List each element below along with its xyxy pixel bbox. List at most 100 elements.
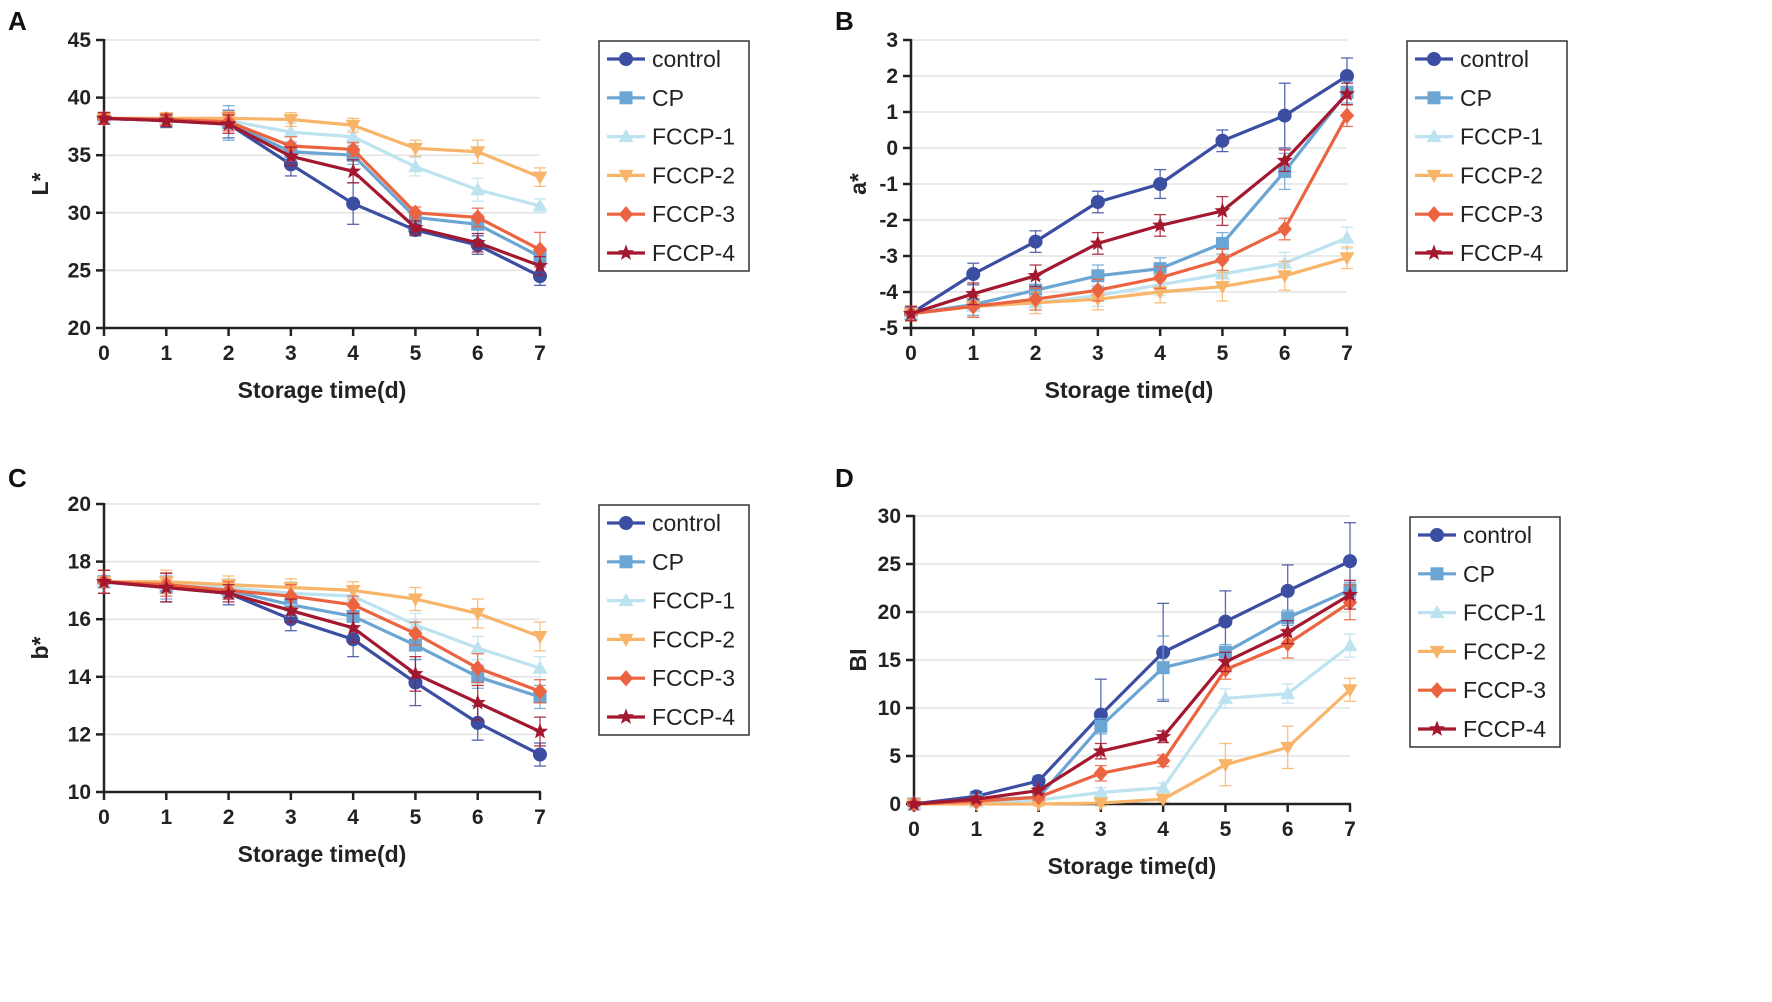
data-point <box>1152 286 1168 300</box>
legend-marker <box>619 91 633 105</box>
x-tick-label: 5 <box>1220 818 1232 841</box>
data-point <box>345 141 361 158</box>
x-tick-label: 7 <box>1341 342 1353 365</box>
legend-item-cp: CP <box>1418 561 1495 587</box>
data-point <box>345 584 361 598</box>
legend-item-fccp-2: FCCP-2 <box>607 162 735 188</box>
legend-label: CP <box>652 549 684 575</box>
y-tick-label: 25 <box>68 259 92 282</box>
panel-letter: D <box>835 463 854 493</box>
legend-label: FCCP-2 <box>1460 162 1543 188</box>
data-point <box>95 109 113 126</box>
data-point <box>470 146 486 160</box>
y-tick-label: 40 <box>68 87 91 110</box>
data-point <box>1153 177 1168 191</box>
legend-marker <box>1426 206 1442 223</box>
data-point <box>1031 789 1046 806</box>
x-tick-label: 5 <box>1217 342 1229 365</box>
y-tick-label: 20 <box>878 601 901 624</box>
data-point <box>346 196 361 211</box>
data-point <box>407 142 423 156</box>
data-point <box>345 596 361 613</box>
y-tick-label: 25 <box>878 553 902 576</box>
legend-item-fccp-4: FCCP-4 <box>1415 240 1543 266</box>
x-tick-label: 6 <box>1282 818 1294 841</box>
x-tick-label: 4 <box>347 806 359 829</box>
legend-item-fccp-2: FCCP-2 <box>1415 162 1543 188</box>
data-point <box>1093 797 1109 811</box>
series-line <box>914 688 1352 806</box>
y-axis-title: b* <box>27 636 53 659</box>
data-point <box>345 119 361 133</box>
x-tick-label: 2 <box>223 806 235 829</box>
data-point <box>968 790 985 807</box>
data-point <box>1342 684 1358 698</box>
y-tick-label: 10 <box>68 781 91 804</box>
data-point <box>220 584 237 601</box>
data-point <box>283 124 299 138</box>
legend-marker <box>618 206 634 223</box>
x-tick-label: 6 <box>1279 342 1291 365</box>
legend-label: FCCP-3 <box>652 665 735 691</box>
legend-label: CP <box>1463 561 1495 587</box>
y-tick-label: -1 <box>879 173 898 196</box>
legend-marker <box>617 244 635 260</box>
data-point <box>1217 690 1233 704</box>
legend-marker <box>617 708 635 724</box>
data-point <box>470 660 485 677</box>
legend-marker <box>619 516 633 530</box>
legend: control CP FCCP-1 FCCP-2 FCCP-3 FCCP-4 <box>598 40 750 272</box>
data-point <box>966 298 981 315</box>
x-tick-label: 1 <box>160 342 172 365</box>
data-point <box>1342 638 1358 652</box>
x-axis-title: Storage time(d) <box>1048 853 1217 879</box>
data-point <box>282 602 299 618</box>
data-point <box>1340 69 1354 83</box>
data-point <box>533 747 547 762</box>
x-tick-label: 3 <box>1095 818 1107 841</box>
y-tick-label: 12 <box>68 723 91 746</box>
legend-label: control <box>1463 522 1532 548</box>
data-point <box>1277 220 1292 238</box>
y-tick-label: -3 <box>879 245 898 268</box>
data-point <box>470 209 485 226</box>
data-point <box>469 234 486 250</box>
legend: control CP FCCP-1 FCCP-2 FCCP-3 FCCP-4 <box>598 504 750 736</box>
data-point <box>1155 752 1171 769</box>
data-point <box>1280 686 1296 700</box>
legend-label: FCCP-1 <box>652 124 735 150</box>
y-axis-title: BI <box>845 649 871 672</box>
y-tick-label: 5 <box>889 745 901 768</box>
legend-item-fccp-4: FCCP-4 <box>607 240 735 266</box>
x-tick-label: 0 <box>98 342 110 365</box>
x-tick-label: 2 <box>1030 342 1042 365</box>
data-point <box>1090 195 1105 209</box>
legend-marker <box>1429 605 1445 619</box>
legend-marker <box>1427 91 1441 105</box>
x-tick-label: 4 <box>347 342 359 365</box>
x-tick-label: 1 <box>970 818 982 841</box>
data-point <box>531 257 549 273</box>
data-point <box>1215 133 1230 148</box>
data-point <box>1214 202 1231 218</box>
legend-box <box>598 504 750 736</box>
legend: control CP FCCP-1 FCCP-2 FCCP-3 FCCP-4 <box>1406 40 1568 272</box>
data-point <box>1155 728 1172 744</box>
data-point <box>1215 236 1229 250</box>
data-point <box>407 219 424 235</box>
x-tick-label: 0 <box>908 818 920 841</box>
data-point <box>283 588 299 605</box>
legend-item-fccp-4: FCCP-4 <box>1418 716 1546 742</box>
data-point <box>1339 230 1355 244</box>
data-point <box>407 665 424 681</box>
legend-marker <box>1428 720 1446 736</box>
data-point <box>283 113 299 127</box>
legend-marker <box>618 129 634 143</box>
y-tick-label: 45 <box>68 29 92 52</box>
data-point <box>1341 586 1359 602</box>
data-point <box>532 241 548 258</box>
y-axis-title: L* <box>27 172 53 195</box>
data-point <box>1214 281 1230 295</box>
legend-label: control <box>652 46 721 72</box>
legend-marker <box>618 670 634 687</box>
